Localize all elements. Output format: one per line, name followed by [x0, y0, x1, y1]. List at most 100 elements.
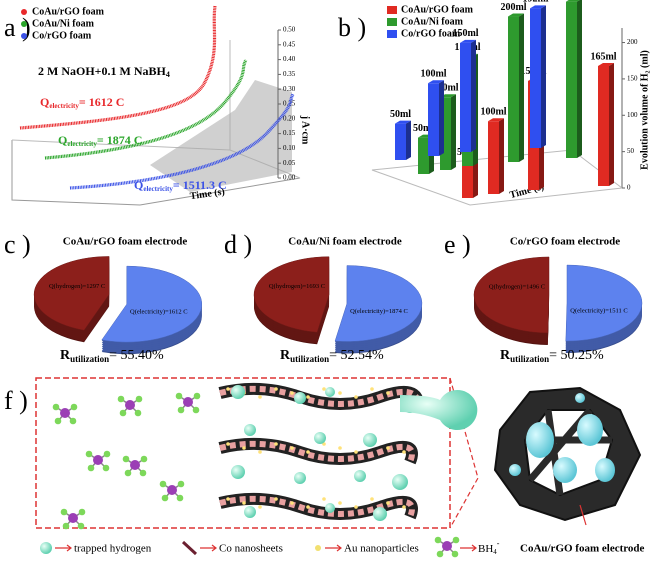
- hydrogen-bubble: [314, 432, 326, 444]
- x-axis-label: Time (s): [189, 186, 225, 202]
- b-atom: [68, 513, 78, 523]
- hydrogen-bubble: [373, 507, 387, 521]
- value-label: 100ml: [420, 69, 446, 80]
- hydrogen-bubble: [325, 503, 335, 513]
- h-atom: [192, 406, 200, 414]
- legend-label: trapped hydrogen: [74, 543, 152, 555]
- hydrogen-bubble: [325, 387, 335, 397]
- legend-label: BH4-: [478, 539, 500, 556]
- q-sub: electricity: [49, 102, 79, 110]
- caption: CoAu/rGO foam electrode: [520, 543, 645, 555]
- bar-top: [508, 13, 524, 17]
- legend-dot: [21, 33, 27, 39]
- h-atom: [69, 417, 77, 425]
- legend-label: Au nanoparticles: [344, 543, 419, 555]
- q-value: = 1511.3 C: [173, 178, 227, 192]
- value-label: 192ml: [522, 0, 548, 5]
- hydrogen-bubble: [294, 472, 306, 484]
- bar-side: [541, 5, 546, 149]
- h-atom: [103, 450, 111, 458]
- au-particle: [274, 442, 278, 446]
- h-atom: [434, 536, 442, 544]
- panel-label: a ): [4, 13, 31, 42]
- r-symbol: R: [60, 348, 71, 363]
- slice-label: Q(hydrogen)=1693 C: [269, 283, 325, 290]
- bar-side: [473, 158, 478, 198]
- h-atom: [87, 464, 95, 472]
- h-atom: [102, 464, 110, 472]
- legend-swatch: [387, 6, 397, 14]
- legend-bubble: [40, 542, 52, 554]
- bar-top: [598, 63, 614, 66]
- bar-side: [451, 94, 456, 170]
- r-value: = 55.40%: [109, 348, 164, 363]
- h-atom: [85, 450, 93, 458]
- h-atom: [193, 392, 201, 400]
- au-particle: [386, 446, 390, 450]
- h-atom: [117, 395, 125, 403]
- utilization: Rutilization= 55.40%: [60, 348, 164, 364]
- y-tick-label: 0.45: [283, 40, 296, 48]
- legend-arrow: [55, 544, 72, 552]
- bar-top: [566, 0, 580, 2]
- au-particle: [354, 395, 358, 399]
- legend-au: [315, 545, 321, 551]
- y-tick-label: 0.15: [283, 129, 296, 137]
- legend-label: CoAu/Ni foam: [401, 16, 464, 27]
- q-label: Qelectricity= 1612 C: [40, 95, 124, 110]
- y-tick-label: 0.20: [283, 114, 296, 122]
- hydrogen-bubble: [400, 390, 478, 430]
- bar: [488, 121, 499, 194]
- legend-label: CoAu/Ni foam: [32, 18, 95, 29]
- h-atom: [159, 480, 167, 488]
- utilization: Rutilization= 52.54%: [280, 348, 384, 364]
- pie-title: CoAu/Ni foam electrode: [288, 236, 402, 248]
- value-label: 150ml: [452, 28, 478, 39]
- h-atom: [177, 406, 185, 414]
- h-atom: [122, 455, 130, 463]
- legend-sheet: [181, 540, 198, 556]
- au-particle: [290, 501, 294, 505]
- b-atom: [125, 400, 135, 410]
- pie-slice: [473, 256, 550, 334]
- au-particle: [338, 446, 342, 450]
- au-particle: [274, 497, 278, 501]
- q-label: Qelectricity= 1874 C: [58, 133, 142, 148]
- y-tick-label: 0.50: [283, 26, 296, 34]
- axis-frame: [11, 140, 141, 206]
- current-curve: [69, 93, 295, 190]
- utilization: Rutilization= 50.25%: [500, 348, 604, 364]
- value-label: 50ml: [390, 109, 411, 120]
- r-value: = 50.25%: [549, 348, 604, 363]
- pie-slice: [565, 264, 643, 342]
- h-atom: [78, 508, 86, 516]
- b-atom: [183, 397, 193, 407]
- foam-bubble: [509, 464, 521, 476]
- r-sub: utilization: [510, 354, 549, 364]
- condition-text: 2 M NaOH+0.1 M NaBH: [38, 64, 166, 78]
- au-particle: [402, 505, 406, 509]
- condition: 2 M NaOH+0.1 M NaBH4: [38, 64, 170, 79]
- slice-label: Q(electricity)=1612 C: [130, 309, 188, 316]
- pie-slice: [101, 265, 203, 343]
- shaded-area: [150, 80, 292, 192]
- bar-top: [395, 120, 411, 124]
- slice-label: Q(electricity)=1511 C: [570, 308, 627, 315]
- legend-label: CoAu/rGO foam: [401, 4, 474, 15]
- h-atom: [451, 550, 459, 558]
- panel-label: b ): [338, 13, 366, 42]
- foam-bubble: [595, 458, 615, 482]
- au-particle: [258, 505, 262, 509]
- panel-label: d ): [224, 230, 252, 259]
- y-axis-label: j A·cm: [300, 115, 311, 145]
- bar: [440, 97, 451, 170]
- hydrogen-bubble: [244, 506, 256, 518]
- pie-slice: [33, 256, 110, 331]
- b-atom: [167, 485, 177, 495]
- au-particle: [258, 395, 262, 399]
- legend-arrow: [200, 544, 217, 552]
- current-curve: [44, 59, 248, 160]
- y-tick-label: 0.40: [283, 55, 296, 63]
- au-particle: [338, 391, 342, 395]
- q-sub: electricity: [67, 140, 97, 148]
